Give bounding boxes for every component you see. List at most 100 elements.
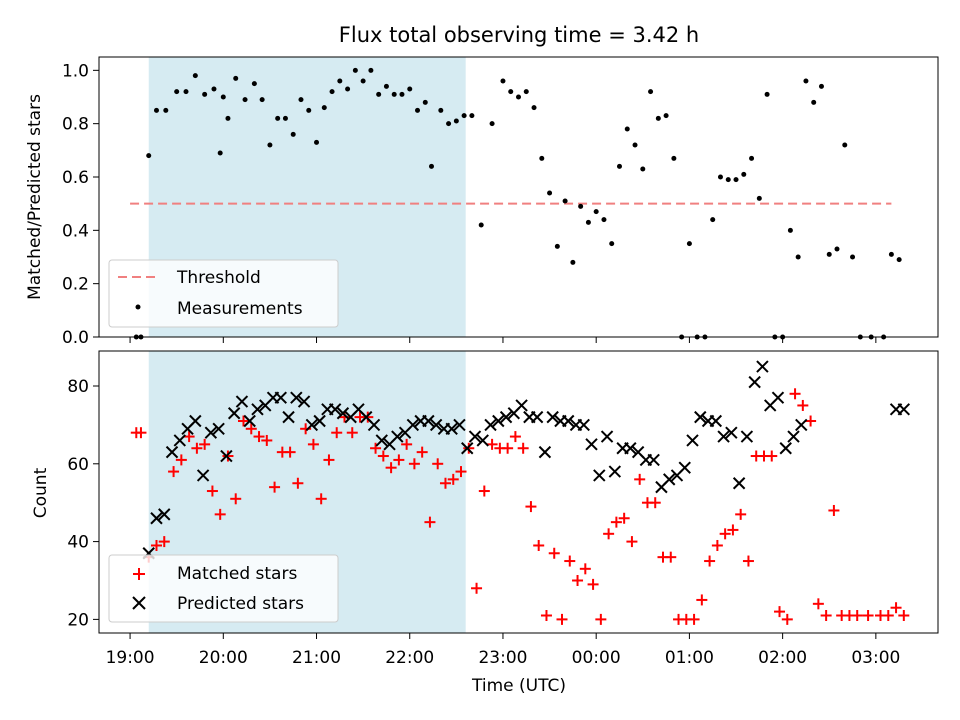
measurement-point: [655, 115, 661, 121]
measurement-point: [578, 203, 584, 209]
measurement-point: [539, 155, 545, 161]
matched-star-point: [158, 536, 170, 548]
ratio-y-ticks: 0.0 0.2 0.4 0.6 0.8 1.0: [62, 61, 99, 348]
legend-measurements-label: Measurements: [177, 299, 303, 319]
measurement-point: [888, 251, 894, 257]
matched-star-point: [851, 609, 863, 621]
measurement-point: [360, 78, 366, 84]
measurement-point: [298, 97, 304, 103]
measurement-point: [686, 241, 692, 247]
predicted-stars-points: [142, 360, 911, 560]
measurement-point: [220, 94, 226, 100]
ratio-x-ticks: [129, 337, 877, 343]
matched-star-point: [766, 450, 778, 462]
matched-star-point: [688, 613, 700, 625]
time-x-ticks: 19:00 20:00 21:00 22:00 23:00 00:00 01:00 02:00…: [106, 633, 900, 668]
matched-star-point: [649, 497, 661, 509]
count-y-tick-label: 20: [67, 610, 89, 630]
measurement-point: [428, 163, 434, 169]
measurement-point: [391, 91, 397, 97]
measurement-point: [376, 91, 382, 97]
matched-star-point: [626, 536, 638, 548]
measurement-point: [756, 195, 762, 201]
time-x-tick-label: 01:00: [665, 648, 714, 668]
measurement-point: [489, 121, 495, 127]
count-y-tick-label: 80: [67, 377, 89, 397]
time-x-tick-label: 00:00: [572, 648, 621, 668]
measurement-point: [554, 243, 560, 249]
matched-star-point: [362, 411, 374, 423]
measurement-point: [640, 166, 646, 172]
measurement-point: [896, 257, 902, 263]
predicted-star-point: [367, 418, 381, 432]
measurement-point: [624, 126, 630, 132]
predicted-star-point: [445, 422, 458, 436]
measurement-point: [547, 190, 553, 196]
matched-star-point: [805, 415, 817, 427]
predicted-star-point: [787, 430, 800, 443]
matched-star-point: [727, 524, 739, 536]
predicted-star-point: [756, 360, 769, 373]
ratio-panel-frame: [98, 56, 939, 338]
measurement-point: [337, 78, 343, 84]
ratio-legend: Threshold Measurements: [108, 259, 339, 328]
predicted-star-point: [725, 426, 738, 439]
predicted-star-point: [678, 461, 691, 474]
legend-predicted-label: Predicted stars: [177, 594, 304, 614]
measurement-point: [399, 91, 405, 97]
predicted-star-point: [577, 418, 590, 432]
matched-star-point: [820, 609, 832, 621]
measurement-point: [259, 97, 265, 103]
ratio-y-tick-label: 0.2: [62, 275, 89, 295]
predicted-star-point: [227, 407, 241, 420]
matched-star-point: [486, 438, 498, 450]
matched-star-point: [183, 431, 195, 443]
predicted-star-point: [274, 391, 287, 404]
measurement-point: [585, 219, 591, 225]
matched-star-point: [704, 555, 716, 567]
matched-star-point: [540, 609, 552, 621]
matched-star-point: [742, 555, 754, 567]
predicted-star-point: [538, 445, 552, 459]
predicted-star-point: [732, 477, 746, 490]
ratio-y-axis-label: Matched/Predicted stars: [25, 94, 45, 300]
predicted-star-point: [771, 391, 785, 404]
measurement-point: [407, 86, 413, 92]
predicted-star-point: [406, 418, 420, 432]
measurement-point: [225, 115, 231, 121]
predicted-star-point: [546, 410, 559, 424]
legend-predicted-marker: [132, 596, 146, 610]
measurement-point: [508, 89, 514, 95]
predicted-star-point: [484, 418, 497, 432]
predicted-star-point: [235, 395, 249, 408]
count-panel-frame: [98, 350, 939, 634]
legend-threshold-label: Threshold: [176, 268, 261, 288]
time-x-tick-label: 02:00: [758, 648, 807, 668]
measurement-point: [795, 254, 801, 260]
count-legend: Matched stars Predicted stars: [108, 554, 339, 623]
matched-star-point: [797, 399, 809, 411]
measurement-point: [562, 198, 568, 204]
measurement-point: [163, 107, 169, 113]
predicted-star-point: [313, 414, 326, 428]
count-y-tick-label: 40: [67, 533, 89, 553]
matched-star-point: [401, 438, 413, 450]
matched-star-point: [579, 563, 591, 575]
predicted-star-point: [624, 442, 637, 455]
matched-star-point: [572, 574, 584, 586]
matched-star-point: [890, 602, 902, 614]
predicted-star-point: [165, 445, 179, 459]
measurement-point: [570, 259, 576, 265]
ratio-panel: 0.0 0.2 0.4 0.6 0.8 1.0 Flux total observing …: [25, 23, 939, 348]
predicted-star-point: [290, 391, 303, 404]
predicted-star-point: [422, 414, 435, 428]
predicted-star-point: [608, 465, 622, 478]
measurement-point: [192, 73, 198, 79]
predicted-star-point: [795, 418, 808, 432]
measurement-point: [415, 107, 421, 113]
matched-star-point: [533, 539, 545, 551]
measurement-point: [461, 113, 467, 119]
measurement-point: [267, 142, 273, 148]
matched-star-point: [781, 613, 793, 625]
